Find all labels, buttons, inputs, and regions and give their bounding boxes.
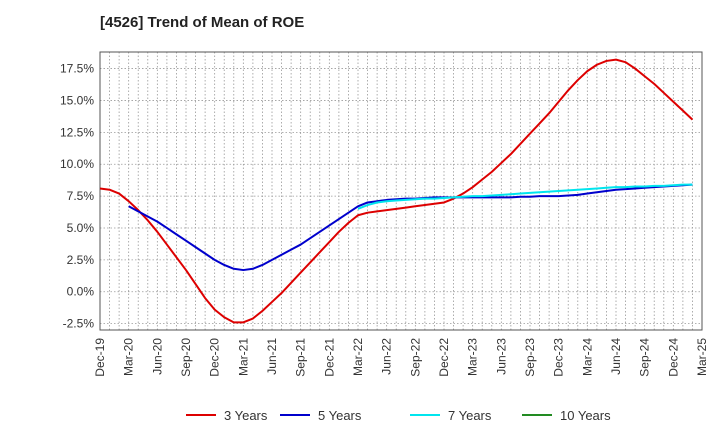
x-tick-label: Jun-23 — [494, 338, 508, 375]
y-tick-label: 17.5% — [60, 62, 94, 76]
x-tick-label: Sep-22 — [408, 338, 422, 377]
y-tick-label: 2.5% — [67, 253, 95, 267]
x-tick-label: Sep-23 — [523, 338, 537, 377]
y-tick-label: 15.0% — [60, 93, 94, 107]
x-tick-label: Mar-22 — [351, 338, 365, 376]
y-tick-label: 12.5% — [60, 125, 94, 139]
x-tick-label: Mar-23 — [466, 338, 480, 376]
x-tick-label: Sep-24 — [638, 338, 652, 377]
series-line-3-years — [99, 58, 694, 324]
y-tick-label: -2.5% — [63, 317, 95, 331]
x-tick-label: Dec-21 — [322, 338, 336, 377]
x-tick-label: Mar-21 — [236, 338, 250, 376]
plot-border — [99, 51, 703, 331]
y-tick-label: 7.5% — [67, 189, 95, 203]
series-line-7-years — [357, 183, 693, 210]
x-tick-label: Dec-19 — [93, 338, 107, 377]
legend-label: 5 Years — [318, 408, 362, 423]
x-tick-label: Mar-25 — [695, 338, 709, 376]
x-tick-label: Dec-24 — [666, 338, 680, 377]
x-tick-label: Jun-24 — [609, 338, 623, 375]
x-tick-label: Sep-20 — [179, 338, 193, 377]
legend-label: 7 Years — [448, 408, 492, 423]
x-tick-label: Dec-23 — [552, 338, 566, 377]
y-tick-label: 10.0% — [60, 157, 94, 171]
legend-label: 10 Years — [560, 408, 611, 423]
y-tick-label: 0.0% — [67, 285, 95, 299]
x-tick-label: Sep-21 — [294, 338, 308, 377]
x-tick-label: Mar-24 — [580, 338, 594, 376]
x-tick-label: Jun-20 — [150, 338, 164, 375]
chart-title: [4526] Trend of Mean of ROE — [100, 14, 305, 31]
x-tick-label: Mar-20 — [122, 338, 136, 376]
x-tick-label: Dec-22 — [437, 338, 451, 377]
x-tick-label: Jun-21 — [265, 338, 279, 375]
y-tick-label: 5.0% — [67, 221, 95, 235]
x-tick-label: Dec-20 — [208, 338, 222, 377]
x-tick-label: Jun-22 — [380, 338, 394, 375]
legend-label: 3 Years — [224, 408, 268, 423]
